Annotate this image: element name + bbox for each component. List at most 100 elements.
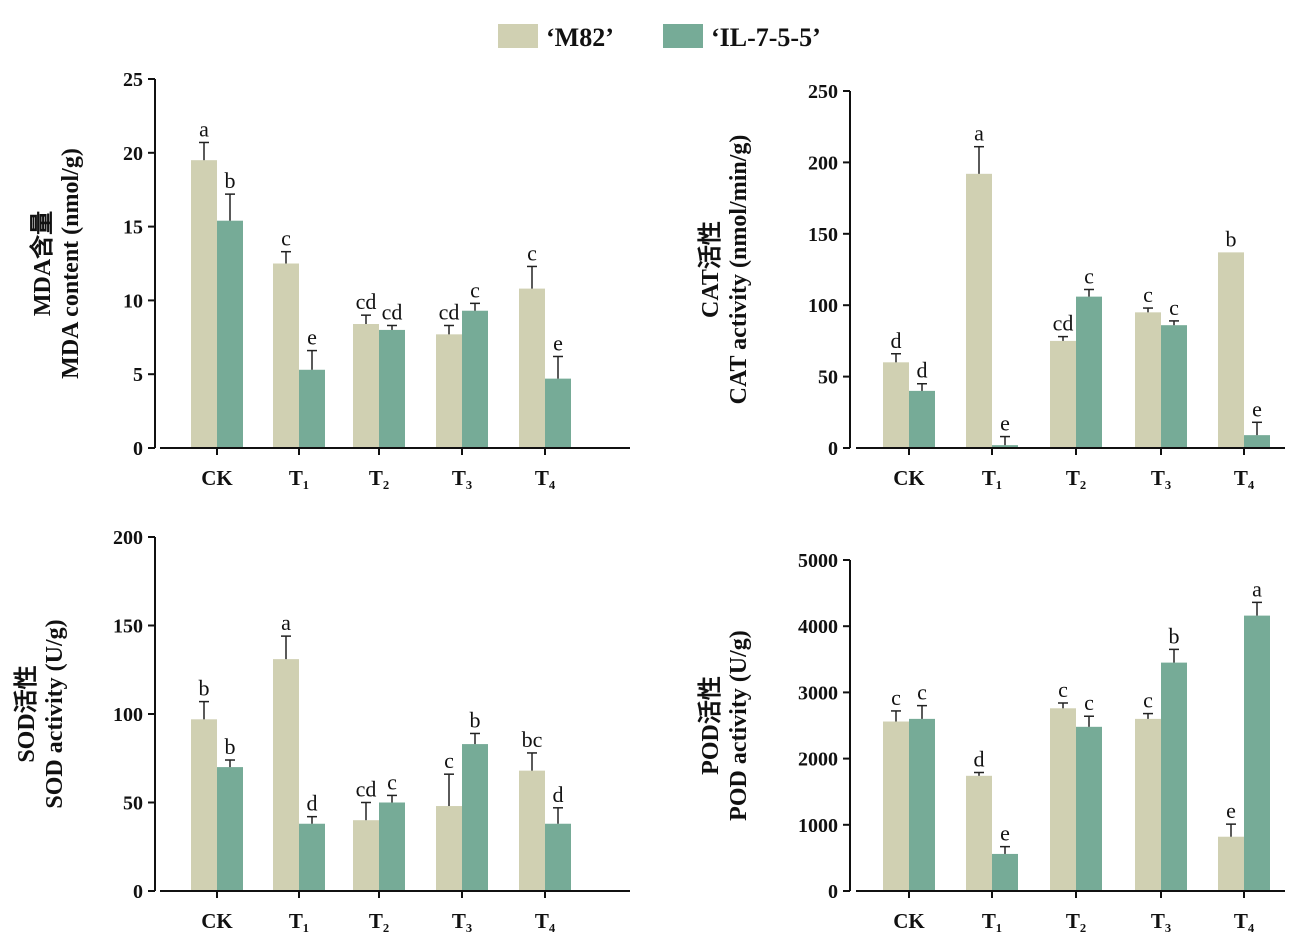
cat-sig-label-s1-c2: c xyxy=(1084,263,1094,288)
sod-sig-label-s1-c0: b xyxy=(225,734,236,759)
pod-bar-s0-c1 xyxy=(966,775,992,891)
sod-y-tick-label-0: 0 xyxy=(133,881,143,903)
cat-x-tick-label-0: CK xyxy=(893,466,925,490)
pod-sig-label-s0-c0: c xyxy=(891,685,901,710)
mda-bar-s1-c3 xyxy=(462,310,488,448)
pod-x-tick-label-2: T₂ xyxy=(1066,909,1086,933)
pod-y-tick-label-5: 5000 xyxy=(798,550,838,572)
pod-bar-s1-c2 xyxy=(1076,726,1102,891)
mda-y-tick-label-1: 5 xyxy=(133,364,143,386)
sod-sig-label-s0-c3: c xyxy=(444,748,454,773)
cat-sig-label-s0-c1: a xyxy=(974,121,984,146)
mda-bar-s1-c1 xyxy=(299,369,325,448)
legend: ‘M82’ ‘IL-7-5-5’ xyxy=(498,23,821,52)
legend-swatch-m82 xyxy=(498,24,538,48)
cat-y-axis-title-line-1: CAT activity (nmol/min/g) xyxy=(726,135,752,405)
pod-sig-label-s0-c4: e xyxy=(1226,798,1236,823)
sod-bar-s0-c0 xyxy=(191,719,217,891)
cat-bar-s0-c3 xyxy=(1135,312,1161,448)
cat-sig-label-s1-c0: d xyxy=(917,358,928,383)
pod-sig-label-s1-c0: c xyxy=(917,680,927,705)
pod-x-tick-label-4: T₄ xyxy=(1234,909,1255,933)
mda-bar-s1-c4 xyxy=(545,378,571,448)
sod-x-tick-label-3: T₃ xyxy=(452,909,472,933)
sod-sig-label-s0-c2: cd xyxy=(356,777,377,802)
sod-bar-s1-c4 xyxy=(545,823,571,891)
sod-x-tick-label-4: T₄ xyxy=(535,909,556,933)
pod-sig-label-s1-c2: c xyxy=(1084,690,1094,715)
pod-bar-s1-c3 xyxy=(1161,662,1187,891)
mda-bar-s0-c1 xyxy=(273,263,299,448)
pod-sig-label-s1-c4: a xyxy=(1252,576,1262,601)
mda-sig-label-s0-c2: cd xyxy=(356,289,377,314)
sod-x-tick-label-0: CK xyxy=(201,909,233,933)
cat-x-tick-label-1: T₁ xyxy=(982,466,1002,490)
pod-sig-label-s0-c2: c xyxy=(1058,677,1068,702)
mda-x-tick-label-3: T₃ xyxy=(452,466,472,490)
pod-sig-label-s1-c3: b xyxy=(1169,623,1180,648)
sod-sig-label-s1-c4: d xyxy=(553,782,564,807)
mda-bar-s1-c2 xyxy=(379,329,405,448)
mda-sig-label-s0-c3: cd xyxy=(439,299,460,324)
cat-sig-label-s0-c3: c xyxy=(1143,282,1153,307)
legend-label-m82: ‘M82’ xyxy=(546,23,614,52)
sod-bar-s0-c1 xyxy=(273,659,299,891)
pod-bar-s1-c4 xyxy=(1244,615,1270,891)
sod-y-tick-label-4: 200 xyxy=(113,527,143,549)
cat-sig-label-s0-c4: b xyxy=(1226,226,1237,251)
pod-y-axis-title-line-1: POD activity (U/g) xyxy=(726,630,752,821)
sod-x-tick-label-2: T₂ xyxy=(369,909,389,933)
pod-sig-label-s0-c3: c xyxy=(1143,688,1153,713)
mda-sig-label-s1-c0: b xyxy=(225,168,236,193)
sod-bar-s1-c3 xyxy=(462,744,488,891)
sod-bar-s1-c0 xyxy=(217,767,243,891)
cat-y-tick-label-5: 250 xyxy=(808,81,838,103)
mda-y-tick-label-5: 25 xyxy=(123,69,143,91)
mda-y-tick-label-4: 20 xyxy=(123,143,143,165)
mda-bar-s0-c4 xyxy=(519,288,545,448)
mda-bar-s0-c3 xyxy=(436,334,462,448)
sod-y-axis-title-line-1: SOD activity (U/g) xyxy=(42,619,68,808)
pod-bar-s0-c3 xyxy=(1135,718,1161,891)
cat-x-tick-label-4: T₄ xyxy=(1234,466,1255,490)
pod-x-tick-label-3: T₃ xyxy=(1151,909,1171,933)
sod-sig-label-s0-c4: bc xyxy=(522,727,543,752)
mda-sig-label-s1-c2: cd xyxy=(382,299,403,324)
pod-bar-s0-c0 xyxy=(883,721,909,891)
sod-sig-label-s0-c1: a xyxy=(281,610,291,635)
mda-x-tick-label-2: T₂ xyxy=(369,466,389,490)
sod-y-tick-label-3: 150 xyxy=(113,616,143,638)
cat-y-tick-label-0: 0 xyxy=(828,438,838,460)
cat-sig-label-s1-c1: e xyxy=(1000,411,1010,436)
mda-bar-s1-c0 xyxy=(217,220,243,448)
mda-x-tick-label-4: T₄ xyxy=(535,466,556,490)
pod-y-tick-label-4: 4000 xyxy=(798,616,838,638)
sod-bar-s0-c2 xyxy=(353,820,379,891)
pod-y-tick-label-1: 1000 xyxy=(798,815,838,837)
mda-y-axis-title-line-1: MDA content (nmol/g) xyxy=(58,148,84,379)
cat-bar-s1-c2 xyxy=(1076,296,1102,448)
cat-y-axis-title-line-0: CAT活性 xyxy=(697,221,724,318)
cat-x-tick-label-2: T₂ xyxy=(1066,466,1086,490)
mda-sig-label-s0-c1: c xyxy=(281,226,291,251)
cat-bar-s1-c3 xyxy=(1161,325,1187,448)
sod-sig-label-s1-c1: d xyxy=(307,791,318,816)
mda-sig-label-s0-c4: c xyxy=(527,240,537,265)
cat-y-tick-label-3: 150 xyxy=(808,224,838,246)
cat-bar-s1-c0 xyxy=(909,390,935,448)
pod-x-tick-label-0: CK xyxy=(893,909,925,933)
legend-label-il-7-5-5: ‘IL-7-5-5’ xyxy=(711,23,821,52)
pod-bar-s1-c0 xyxy=(909,718,935,891)
cat-y-tick-label-4: 200 xyxy=(808,152,838,174)
mda-bar-s0-c0 xyxy=(191,160,217,448)
pod-y-tick-label-0: 0 xyxy=(828,881,838,903)
sod-sig-label-s1-c2: c xyxy=(387,769,397,794)
cat-bar-s1-c4 xyxy=(1244,435,1270,448)
pod-x-tick-label-1: T₁ xyxy=(982,909,1002,933)
cat-sig-label-s1-c4: e xyxy=(1252,396,1262,421)
cat-bar-s0-c4 xyxy=(1218,252,1244,448)
